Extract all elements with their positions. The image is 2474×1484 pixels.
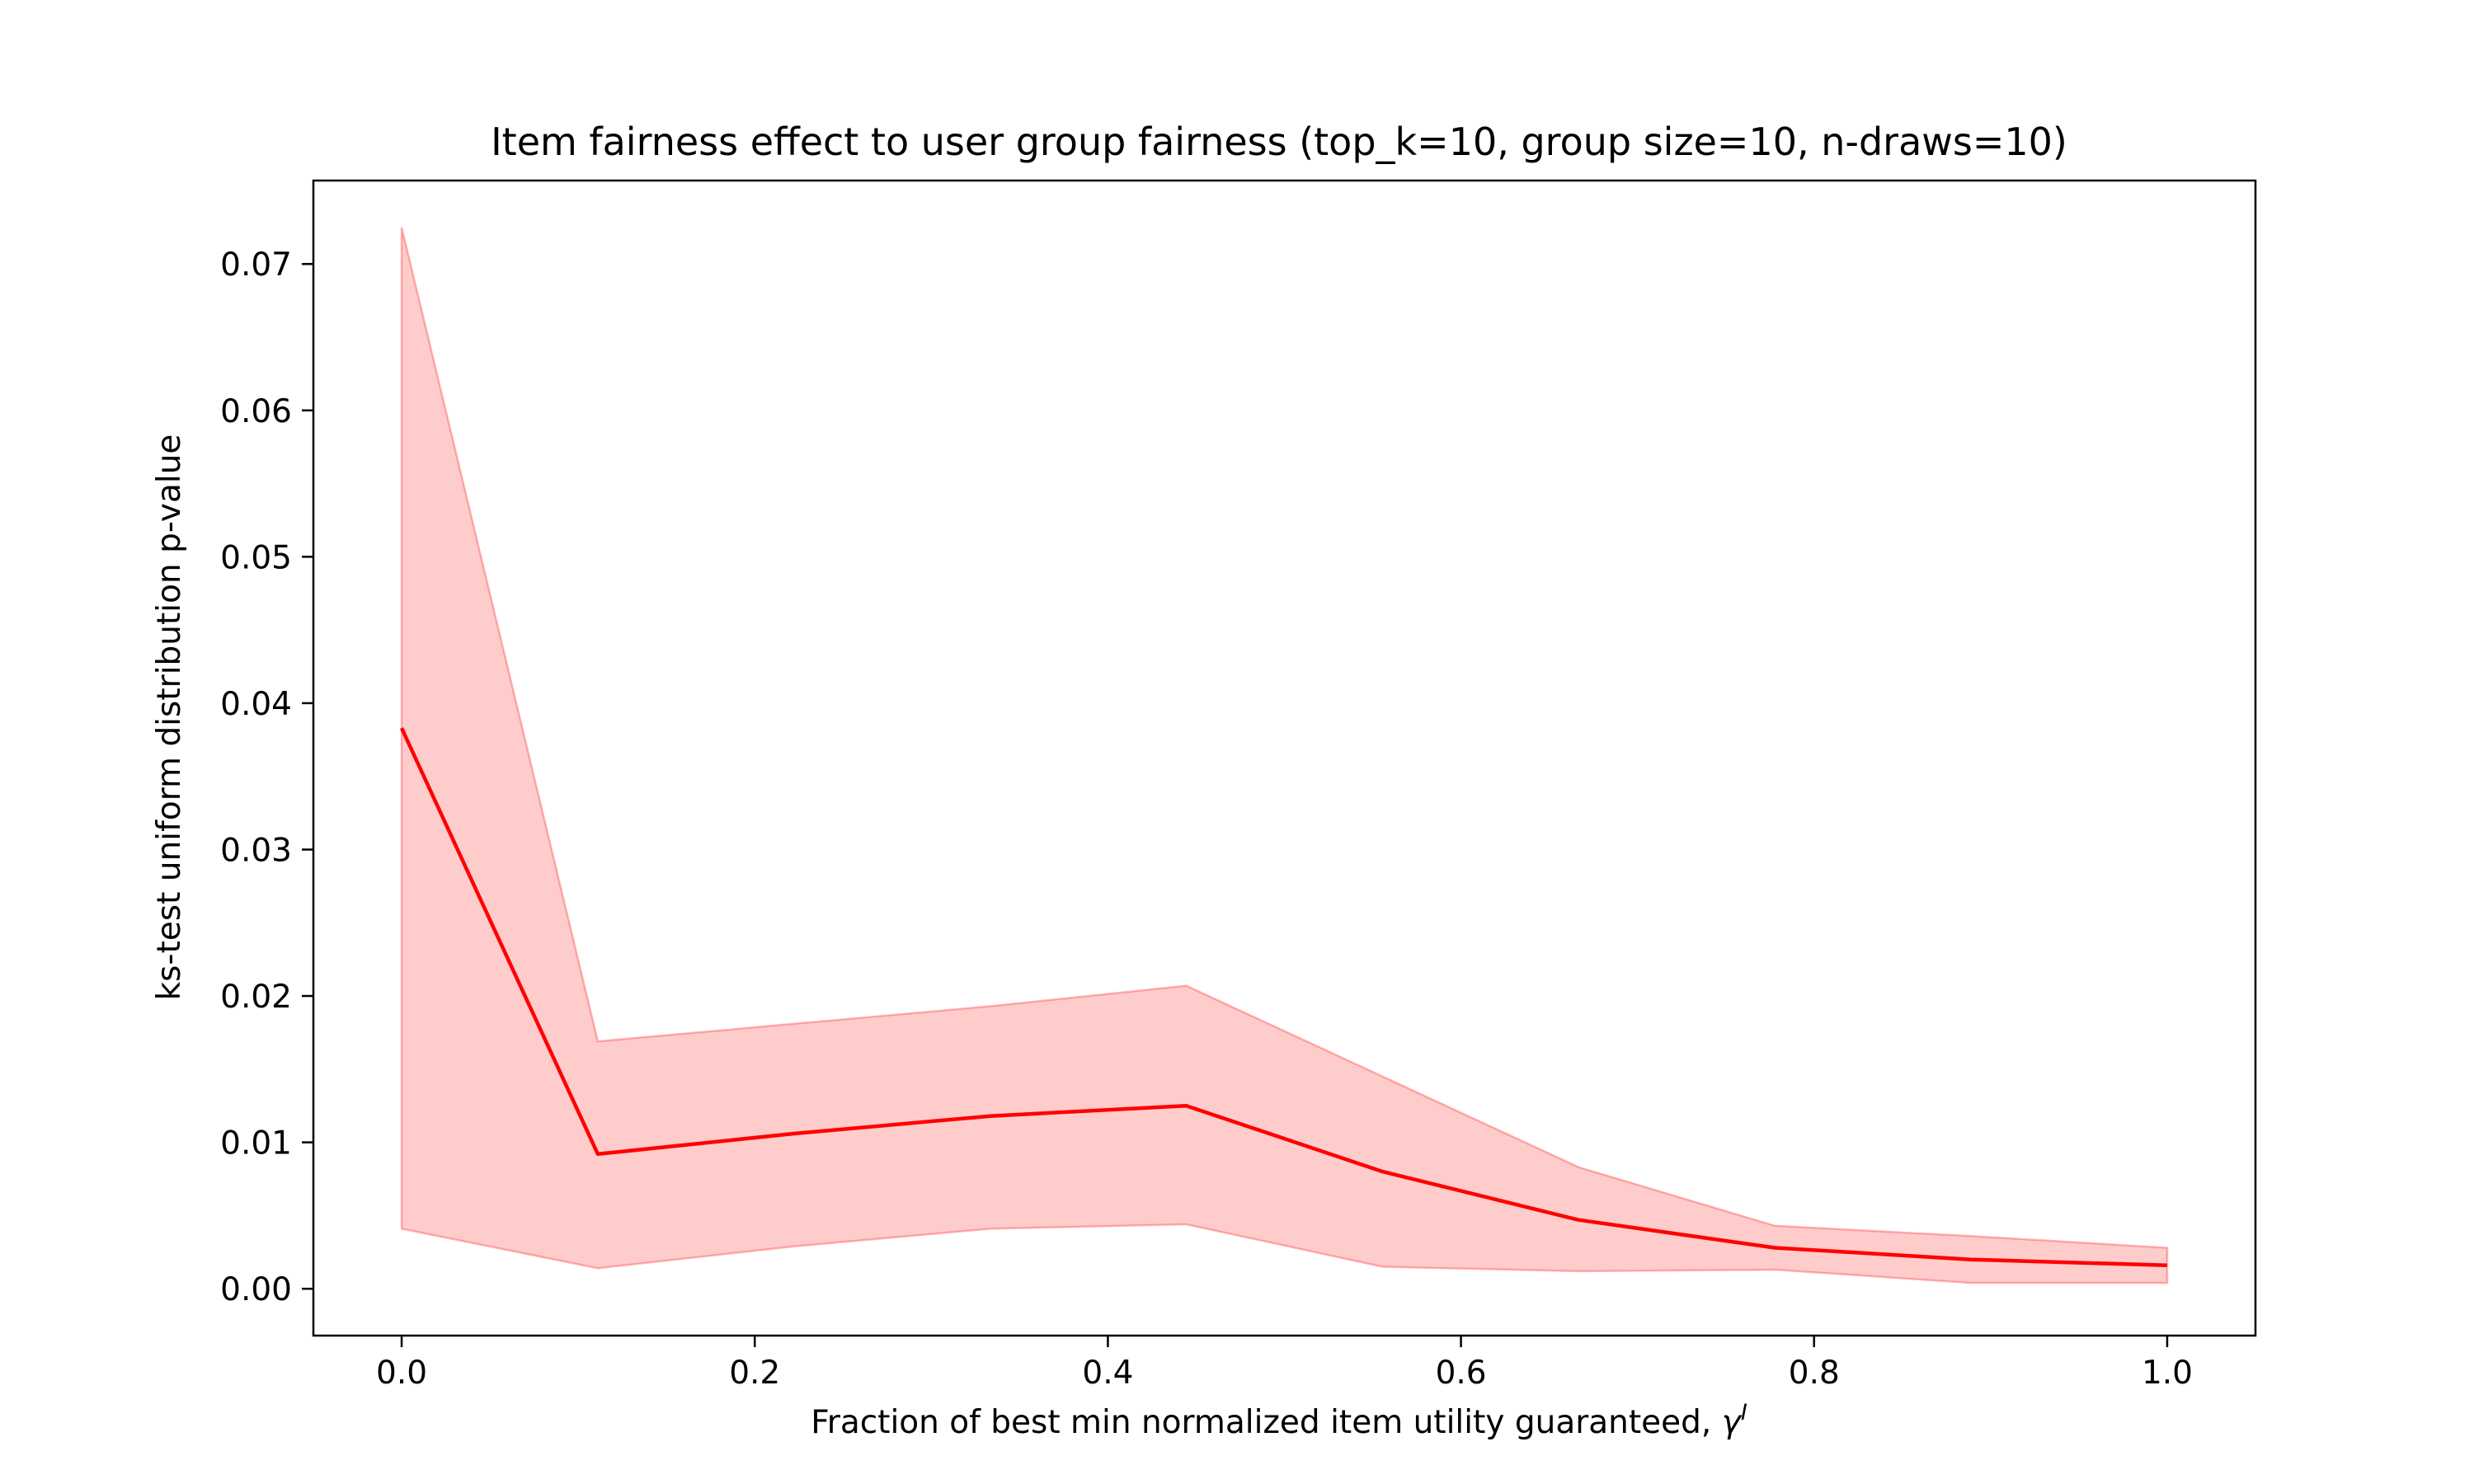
y-tick-label: 0.03 bbox=[220, 832, 292, 869]
axes-frame bbox=[312, 179, 2257, 1337]
y-tick-label: 0.05 bbox=[220, 539, 292, 576]
y-tick-label: 0.02 bbox=[220, 979, 292, 1016]
y-tick-label: 0.06 bbox=[220, 393, 292, 430]
confidence-band-0 bbox=[400, 227, 2169, 1284]
plot-area bbox=[399, 227, 2169, 1284]
x-tick-label: 0.4 bbox=[1082, 1355, 1133, 1392]
y-tick-label: 0.00 bbox=[220, 1271, 292, 1308]
x-tick-label: 0.0 bbox=[376, 1355, 427, 1392]
x-tick-label: 0.8 bbox=[1789, 1355, 1840, 1392]
chart-title: Item fairness effect to user group fairn… bbox=[491, 120, 2067, 164]
x-axis-label-symbol: γ bbox=[1722, 1404, 1743, 1441]
y-tick-label: 0.07 bbox=[220, 247, 292, 284]
x-axis-label-superscript: I bbox=[1741, 1400, 1747, 1425]
y-axis-label: ks-test uniform distribution p-value bbox=[151, 434, 188, 1001]
mean-line-0 bbox=[399, 727, 2168, 1268]
y-axis-ticks: 0.00 0.01 0.02 0.03 0.04 0.05 0.06 0.07 bbox=[220, 247, 313, 1308]
y-tick-label: 0.04 bbox=[220, 686, 292, 723]
x-axis-ticks: 0.0 0.2 0.4 0.6 0.8 1.0 bbox=[376, 1336, 2193, 1392]
x-axis-label-text: Fraction of best min normalized item uti… bbox=[811, 1404, 1722, 1441]
x-tick-label: 0.2 bbox=[729, 1355, 780, 1392]
y-tick-label: 0.01 bbox=[220, 1125, 292, 1162]
x-tick-label: 0.6 bbox=[1436, 1355, 1487, 1392]
x-axis-label: Fraction of best min normalized item uti… bbox=[811, 1400, 1747, 1441]
x-tick-label: 1.0 bbox=[2142, 1355, 2193, 1392]
